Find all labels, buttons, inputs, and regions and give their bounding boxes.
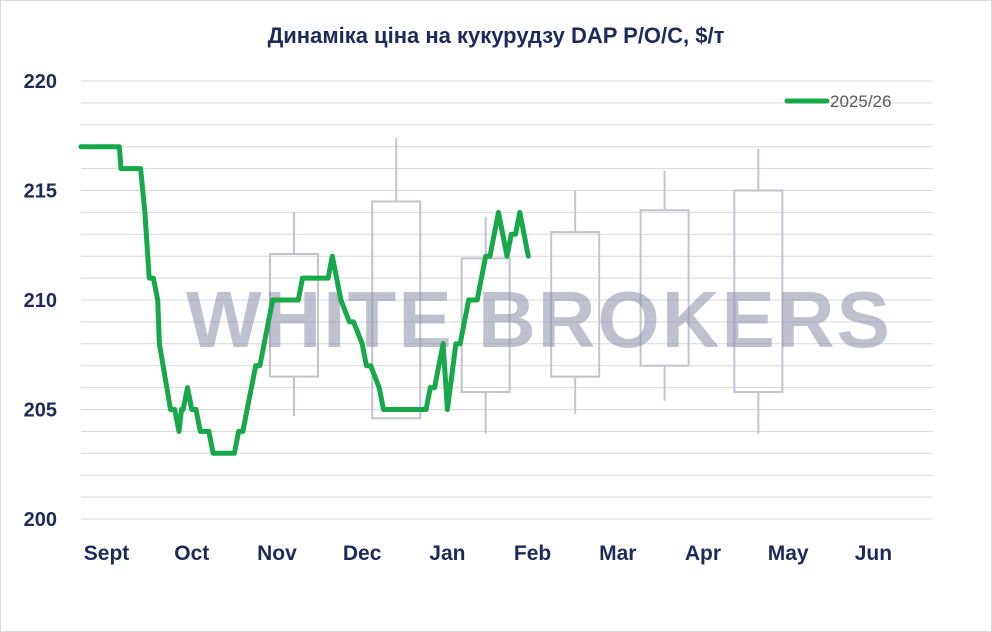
series-lines <box>78 144 531 456</box>
legend-label: 2025/26 <box>830 92 891 111</box>
series-line <box>78 144 531 456</box>
range-box <box>733 148 784 434</box>
range-box <box>639 170 690 401</box>
chart-title: Динаміка ціна на кукурудзу DAP Р/О/С, $/… <box>268 23 725 48</box>
x-tick-label: Mar <box>599 542 636 565</box>
y-tick-label: 205 <box>24 400 57 422</box>
x-tick-label: Apr <box>685 542 721 565</box>
y-tick-label: 215 <box>24 181 57 203</box>
y-tick-label: 200 <box>24 509 57 531</box>
watermark-text: WHITE BROKERS <box>186 275 892 364</box>
range-box-body <box>371 200 422 420</box>
x-tick-label: May <box>768 542 809 565</box>
range-box <box>550 190 601 414</box>
x-tick-label: Jun <box>855 542 892 565</box>
x-tick-label: Feb <box>514 542 551 565</box>
x-tick-label: Dec <box>343 542 382 565</box>
x-tick-label: Oct <box>174 542 209 565</box>
x-axis-ticks: Sept Oct Nov Dec Jan Feb Mar Apr May Jun <box>84 542 892 565</box>
range-box-body <box>550 231 601 378</box>
x-tick-label: Jan <box>429 542 465 565</box>
y-axis-ticks: 200 205 210 215 220 <box>24 71 57 531</box>
range-box-body <box>733 189 784 393</box>
x-tick-label: Nov <box>257 542 297 565</box>
x-tick-label: Sept <box>84 542 130 565</box>
y-tick-label: 210 <box>24 290 57 312</box>
range-box <box>371 137 422 420</box>
range-box-body <box>639 209 690 367</box>
legend: 2025/26 <box>784 92 891 111</box>
y-tick-label: 220 <box>24 71 57 93</box>
